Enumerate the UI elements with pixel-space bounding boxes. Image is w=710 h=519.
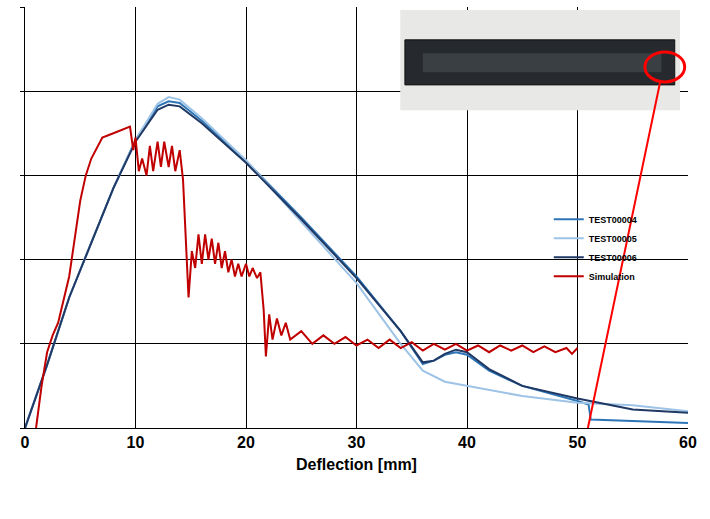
svg-text:40: 40	[458, 434, 476, 451]
svg-text:50: 50	[569, 434, 587, 451]
svg-text:30: 30	[348, 434, 366, 451]
svg-text:TEST00004: TEST00004	[589, 215, 637, 225]
svg-text:20: 20	[237, 434, 255, 451]
svg-text:TEST00006: TEST00006	[589, 253, 637, 263]
svg-text:TEST00005: TEST00005	[589, 234, 637, 244]
svg-text:Deflection [mm]: Deflection [mm]	[296, 456, 417, 473]
svg-text:10: 10	[127, 434, 145, 451]
svg-text:0: 0	[21, 434, 30, 451]
svg-text:60: 60	[679, 434, 697, 451]
svg-text:Simulation: Simulation	[589, 272, 635, 282]
